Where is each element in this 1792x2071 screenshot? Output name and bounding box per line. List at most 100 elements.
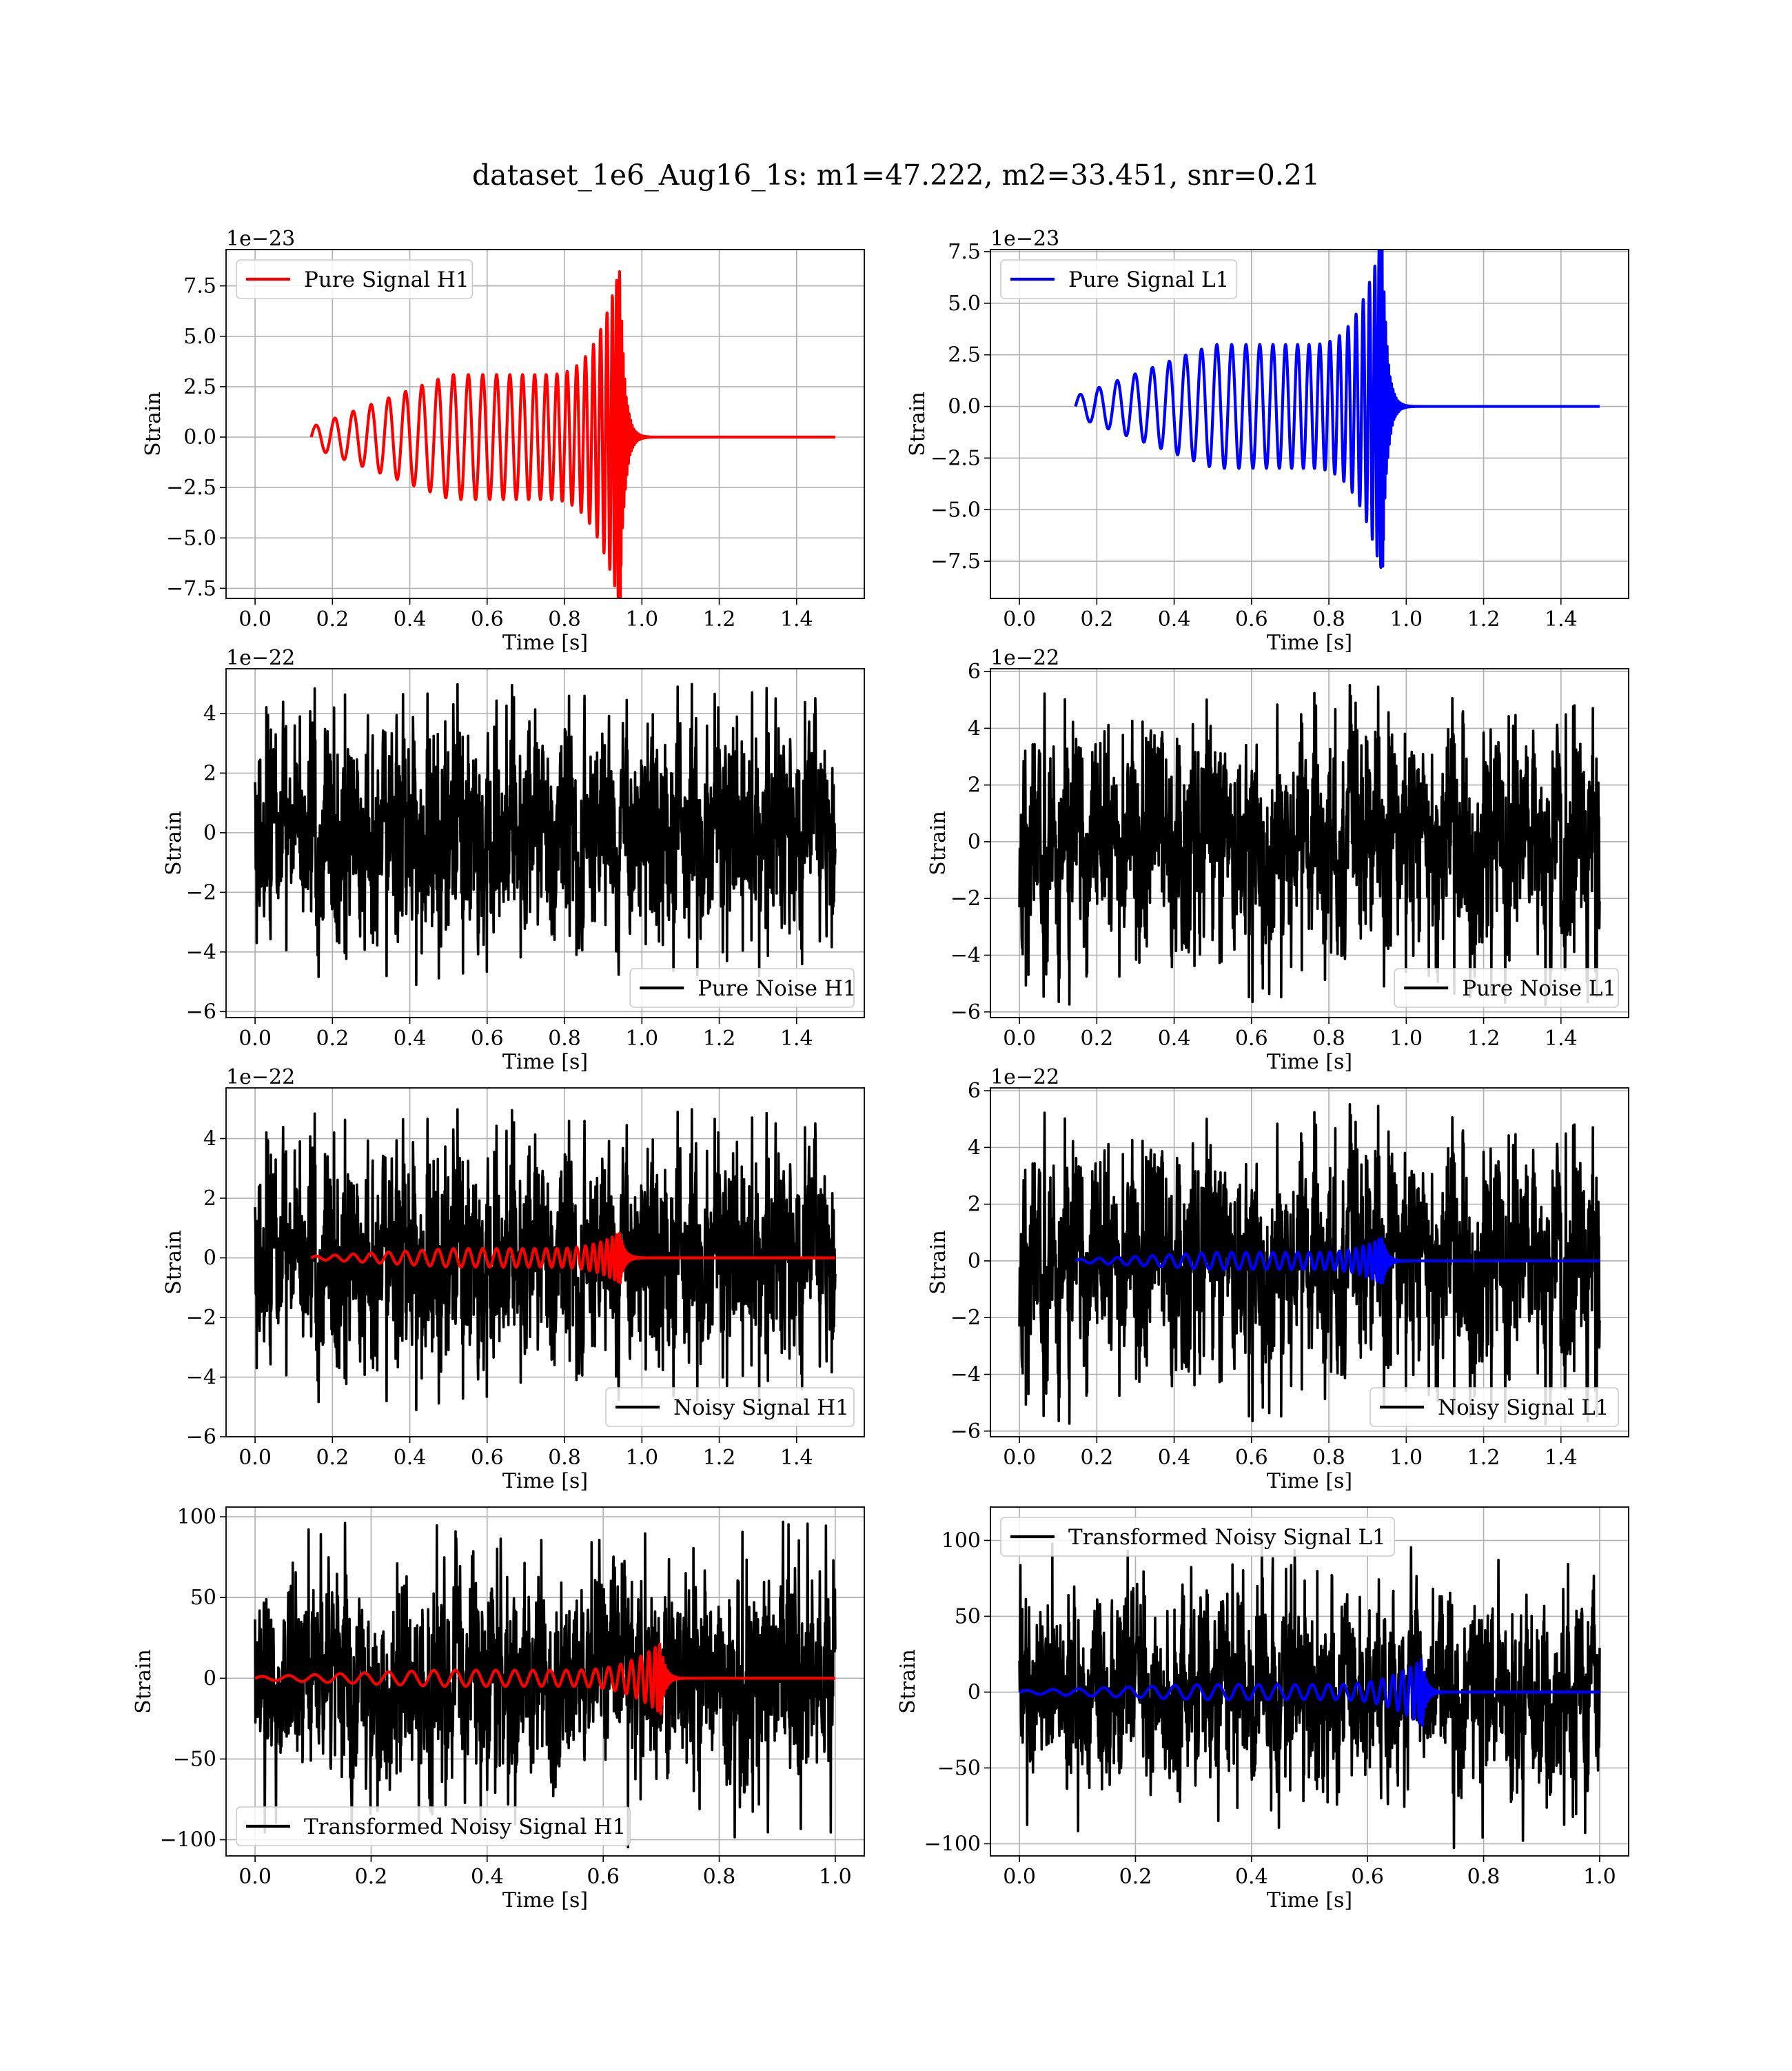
axes-frame xyxy=(225,249,865,599)
x-tick-label: 1.4 xyxy=(1545,1027,1578,1051)
x-tick-label: 1.4 xyxy=(780,1446,813,1470)
signal-line-noisy-signal-h1 xyxy=(309,1231,837,1284)
legend: Pure Noise H1 xyxy=(629,968,857,1008)
x-tick-label: 1.0 xyxy=(819,1865,852,1889)
y-axis-label: Strain xyxy=(906,392,930,456)
axes-frame xyxy=(990,249,1629,599)
panel-transformed-noisy-signal-l1: 0.0 0.2 0.4 0.6 0.8 1.0 −100 −50 0 50 100 Time [s] S… xyxy=(896,1506,1629,1912)
x-tick-label: 0.6 xyxy=(587,1865,620,1889)
x-axis-label: Time [s] xyxy=(502,1888,588,1912)
y-tick-label: 2.5 xyxy=(183,375,216,399)
y-axis-label: Strain xyxy=(162,1230,186,1295)
series-lines xyxy=(1018,1541,1601,1850)
x-tick-label: 0.2 xyxy=(316,1446,349,1470)
y-tick-label: 2 xyxy=(203,1186,216,1211)
x-tick-label: 0.0 xyxy=(238,1865,272,1889)
x-tick-label: 0.8 xyxy=(703,1865,736,1889)
y-tick-label: −6 xyxy=(950,1000,981,1024)
x-tick-label: 0.8 xyxy=(548,1027,581,1051)
axes-frame xyxy=(225,1087,865,1437)
x-tick-label: 1.0 xyxy=(1389,1446,1423,1470)
series-lines xyxy=(1018,1102,1601,1426)
legend-box xyxy=(236,259,474,299)
y-tick-label: −4 xyxy=(950,943,981,967)
y-tick-label: 0.0 xyxy=(183,425,216,449)
legend-label: Pure Signal L1 xyxy=(1068,267,1229,292)
axes-frame xyxy=(225,668,865,1018)
legend: Transformed Noisy Signal H1 xyxy=(236,1806,631,1846)
panel-pure-noise-l1: 0.0 0.2 0.4 0.6 0.8 1.0 1.2 1.4 −6 −4 −2 0 2 4 6 Time [… xyxy=(926,646,1629,1074)
y-tick-label: 4 xyxy=(968,1135,981,1160)
y-tick-label: 0 xyxy=(968,1680,981,1704)
x-axis-label: Time [s] xyxy=(1267,631,1352,655)
axes-frame xyxy=(990,668,1629,1018)
legend: Pure Signal L1 xyxy=(1000,259,1238,299)
plot-area xyxy=(226,250,864,598)
x-tick-label: 1.0 xyxy=(1389,1027,1423,1051)
y-axis-label: Strain xyxy=(926,811,950,876)
x-tick-label: 0.6 xyxy=(1351,1865,1384,1889)
legend: Transformed Noisy Signal L1 xyxy=(1000,1517,1396,1557)
x-tick-label: 0.0 xyxy=(1003,607,1036,632)
legend: Noisy Signal L1 xyxy=(1370,1387,1619,1427)
x-tick-label: 1.2 xyxy=(703,1446,736,1470)
offset-text: 1e−22 xyxy=(226,646,295,670)
x-tick-label: 0.4 xyxy=(1158,1446,1191,1470)
x-tick-label: 0.4 xyxy=(471,1865,504,1889)
y-tick-label: −100 xyxy=(924,1832,981,1856)
signal-line-transformed-noisy-signal-h1 xyxy=(254,1642,837,1715)
y-tick-label: −6 xyxy=(950,1420,981,1444)
panel-noisy-signal-h1: 0.0 0.2 0.4 0.6 0.8 1.0 1.2 1.4 −6 −4 −2 0 2 4 Time [s… xyxy=(162,1065,865,1493)
plot-area xyxy=(990,250,1629,598)
panel-transformed-noisy-signal-h1: 0.0 0.2 0.4 0.6 0.8 1.0 −100 −50 0 50 100 Time [s] S… xyxy=(132,1505,865,1912)
x-tick-label: 1.2 xyxy=(1467,1446,1500,1470)
x-tick-label: 0.0 xyxy=(238,1446,272,1470)
y-axis-label: Strain xyxy=(132,1649,156,1714)
y-tick-label: −4 xyxy=(950,1362,981,1386)
y-tick-label: −5.0 xyxy=(930,498,981,522)
x-tick-label: 0.8 xyxy=(1467,1865,1500,1889)
y-tick-label: 2.5 xyxy=(948,343,981,367)
x-tick-label: 0.6 xyxy=(1235,607,1268,632)
x-tick-label: 1.2 xyxy=(1467,1027,1500,1051)
noise-line-noisy-signal-l1 xyxy=(1018,1102,1601,1426)
series-lines xyxy=(254,683,837,987)
x-tick-label: 1.0 xyxy=(625,607,658,632)
y-tick-label: 0 xyxy=(203,821,216,845)
x-axis-label: Time [s] xyxy=(502,1050,588,1074)
y-tick-label: 0 xyxy=(968,1249,981,1273)
series-lines xyxy=(254,1108,837,1411)
y-tick-label: −2.5 xyxy=(930,446,981,470)
axes-frame xyxy=(990,1087,1629,1437)
legend-box xyxy=(1394,968,1619,1008)
legend-box xyxy=(605,1387,855,1427)
legend-box xyxy=(1370,1387,1619,1427)
x-axis-label: Time [s] xyxy=(1267,1050,1352,1074)
panel-pure-noise-h1: 0.0 0.2 0.4 0.6 0.8 1.0 1.2 1.4 −6 −4 −2 0 2 4 Time [s… xyxy=(162,646,865,1074)
x-tick-label: 0.8 xyxy=(548,1446,581,1470)
legend-label: Noisy Signal L1 xyxy=(1438,1395,1609,1420)
y-tick-label: 6 xyxy=(968,1079,981,1103)
y-axis-label: Strain xyxy=(141,392,165,456)
y-tick-label: −2.5 xyxy=(166,476,216,500)
x-tick-label: 1.2 xyxy=(1467,607,1500,632)
x-tick-label: 0.4 xyxy=(394,607,427,632)
noise-line-pure-noise-h1 xyxy=(254,683,837,987)
axes-frame xyxy=(225,1506,865,1857)
y-tick-label: −2 xyxy=(186,880,216,905)
x-tick-label: 0.2 xyxy=(1080,607,1113,632)
y-tick-label: −2 xyxy=(186,1306,216,1330)
offset-text: 1e−22 xyxy=(990,1065,1059,1089)
x-tick-label: 1.0 xyxy=(625,1027,658,1051)
noise-line-transformed-noisy-signal-l1 xyxy=(1018,1541,1601,1850)
y-tick-label: 2 xyxy=(968,1193,981,1217)
x-tick-label: 1.4 xyxy=(1545,1446,1578,1470)
offset-text: 1e−22 xyxy=(990,646,1059,670)
offset-text: 1e−22 xyxy=(226,1065,295,1089)
signal-line-pure-signal-l1 xyxy=(1074,250,1601,569)
x-tick-label: 0.0 xyxy=(238,1027,272,1051)
x-tick-label: 0.0 xyxy=(238,607,272,632)
y-tick-label: 5.0 xyxy=(948,292,981,316)
x-tick-label: 1.2 xyxy=(703,1027,736,1051)
